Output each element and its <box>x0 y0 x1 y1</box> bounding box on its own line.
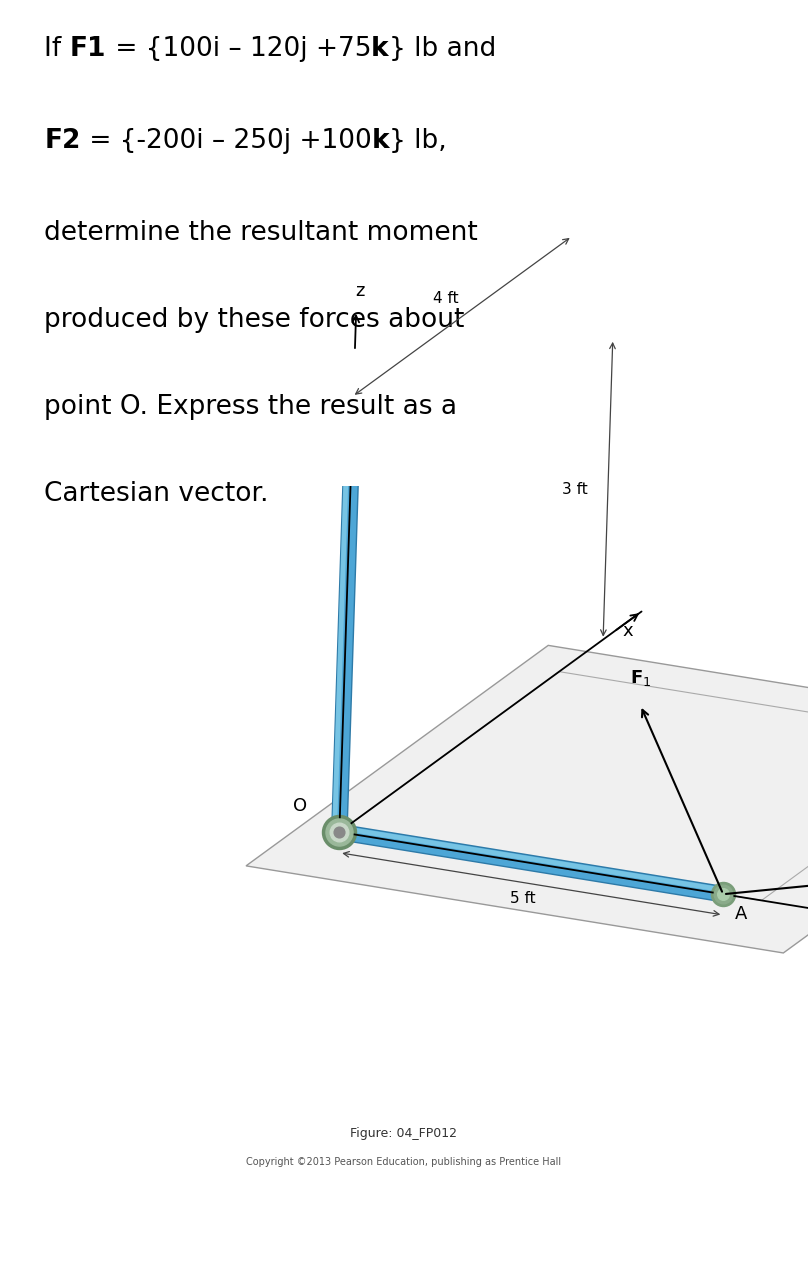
Text: Figure: 04_FP012: Figure: 04_FP012 <box>351 1126 457 1139</box>
Text: F2: F2 <box>44 128 81 154</box>
Text: Copyright ©2013 Pearson Education, publishing as Prentice Hall: Copyright ©2013 Pearson Education, publi… <box>246 1157 562 1167</box>
Point <box>333 822 346 842</box>
Point <box>333 822 346 842</box>
Polygon shape <box>246 645 808 952</box>
Text: } lb and: } lb and <box>389 36 496 61</box>
Text: F1: F1 <box>70 36 107 61</box>
Text: k: k <box>372 128 389 154</box>
Text: O: O <box>293 796 307 814</box>
Point <box>717 884 730 905</box>
Text: 4 ft: 4 ft <box>433 291 459 306</box>
Point <box>346 421 359 442</box>
Point <box>346 421 359 442</box>
Point <box>717 884 730 905</box>
Text: Cartesian vector.: Cartesian vector. <box>44 481 269 507</box>
Text: produced by these forces about: produced by these forces about <box>44 307 465 333</box>
Point <box>566 261 579 282</box>
Text: x: x <box>623 622 633 640</box>
Text: = {100i – 120j +75: = {100i – 120j +75 <box>107 36 371 61</box>
Text: point O. Express the result as a: point O. Express the result as a <box>44 394 457 420</box>
Text: 3 ft: 3 ft <box>562 481 587 497</box>
Text: k: k <box>371 36 389 61</box>
Point <box>717 884 730 905</box>
Point <box>346 421 359 442</box>
Point <box>333 822 346 842</box>
Text: determine the resultant moment: determine the resultant moment <box>44 220 478 246</box>
Text: A: A <box>735 905 747 923</box>
Text: z: z <box>356 283 365 301</box>
Text: = {-200i – 250j +100: = {-200i – 250j +100 <box>81 128 372 154</box>
Point <box>333 822 346 842</box>
Text: If: If <box>44 36 70 61</box>
Text: 5 ft: 5 ft <box>511 891 536 906</box>
Point <box>566 261 579 282</box>
Text: } lb,: } lb, <box>389 128 447 154</box>
Text: $\mathbf{F}_1$: $\mathbf{F}_1$ <box>629 668 651 687</box>
Point <box>566 261 579 282</box>
